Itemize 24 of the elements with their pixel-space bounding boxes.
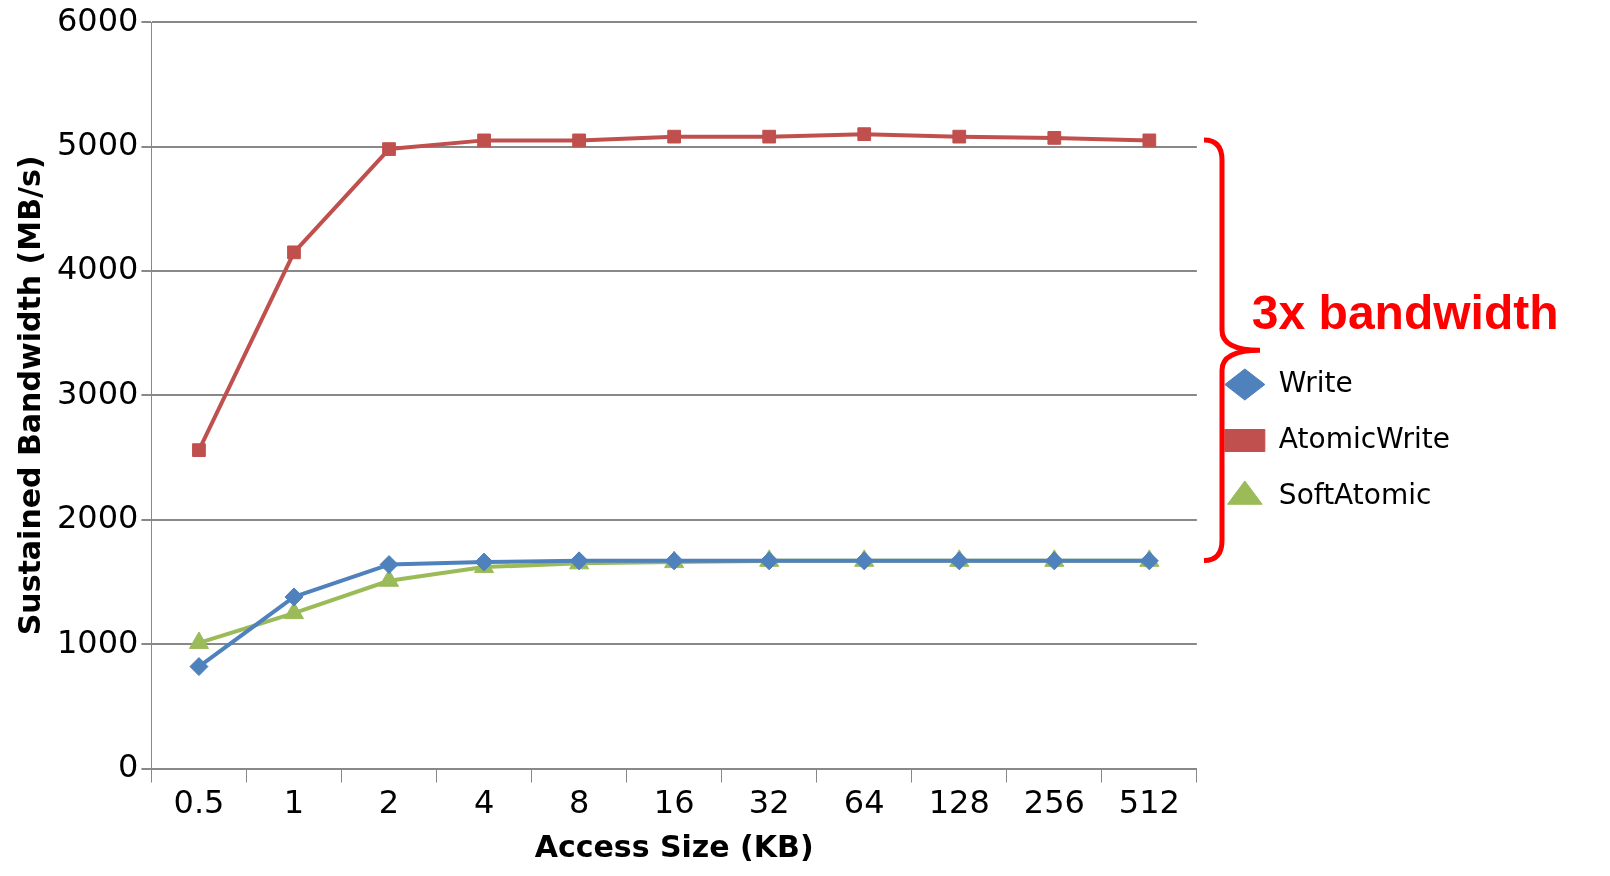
x-tick-label: 64 [843, 783, 885, 822]
y-tick-label: 6000 [57, 0, 139, 39]
y-tick-label: 5000 [57, 124, 139, 163]
y-tick-label: 4000 [57, 249, 139, 288]
y-tick-label: 3000 [57, 373, 139, 412]
x-tick-label: 256 [1023, 783, 1085, 822]
x-tick-label: 32 [748, 783, 790, 822]
x-tick-label: 1 [283, 783, 305, 822]
legend-label: Write [1278, 365, 1353, 399]
y-tick-label: 2000 [57, 498, 139, 537]
x-tick-label: 128 [928, 783, 990, 822]
legend-label: AtomicWrite [1278, 421, 1451, 455]
x-axis-title: Access Size (KB) [534, 828, 814, 864]
x-tick-label: 512 [1118, 783, 1180, 822]
x-tick-label: 8 [568, 783, 590, 822]
x-tick-label: 16 [653, 783, 695, 822]
y-tick-label: 1000 [57, 622, 139, 661]
x-tick-label: 0.5 [173, 783, 225, 822]
x-tick-label: 4 [473, 783, 495, 822]
text: 3x bandwidth [1251, 284, 1559, 340]
y-tick-label: 0 [118, 746, 139, 785]
x-tick-label: 2 [378, 783, 400, 822]
y-axis-title: Sustained Bandwidth (MB/s) [11, 155, 47, 636]
legend-label: SoftAtomic [1278, 477, 1432, 511]
